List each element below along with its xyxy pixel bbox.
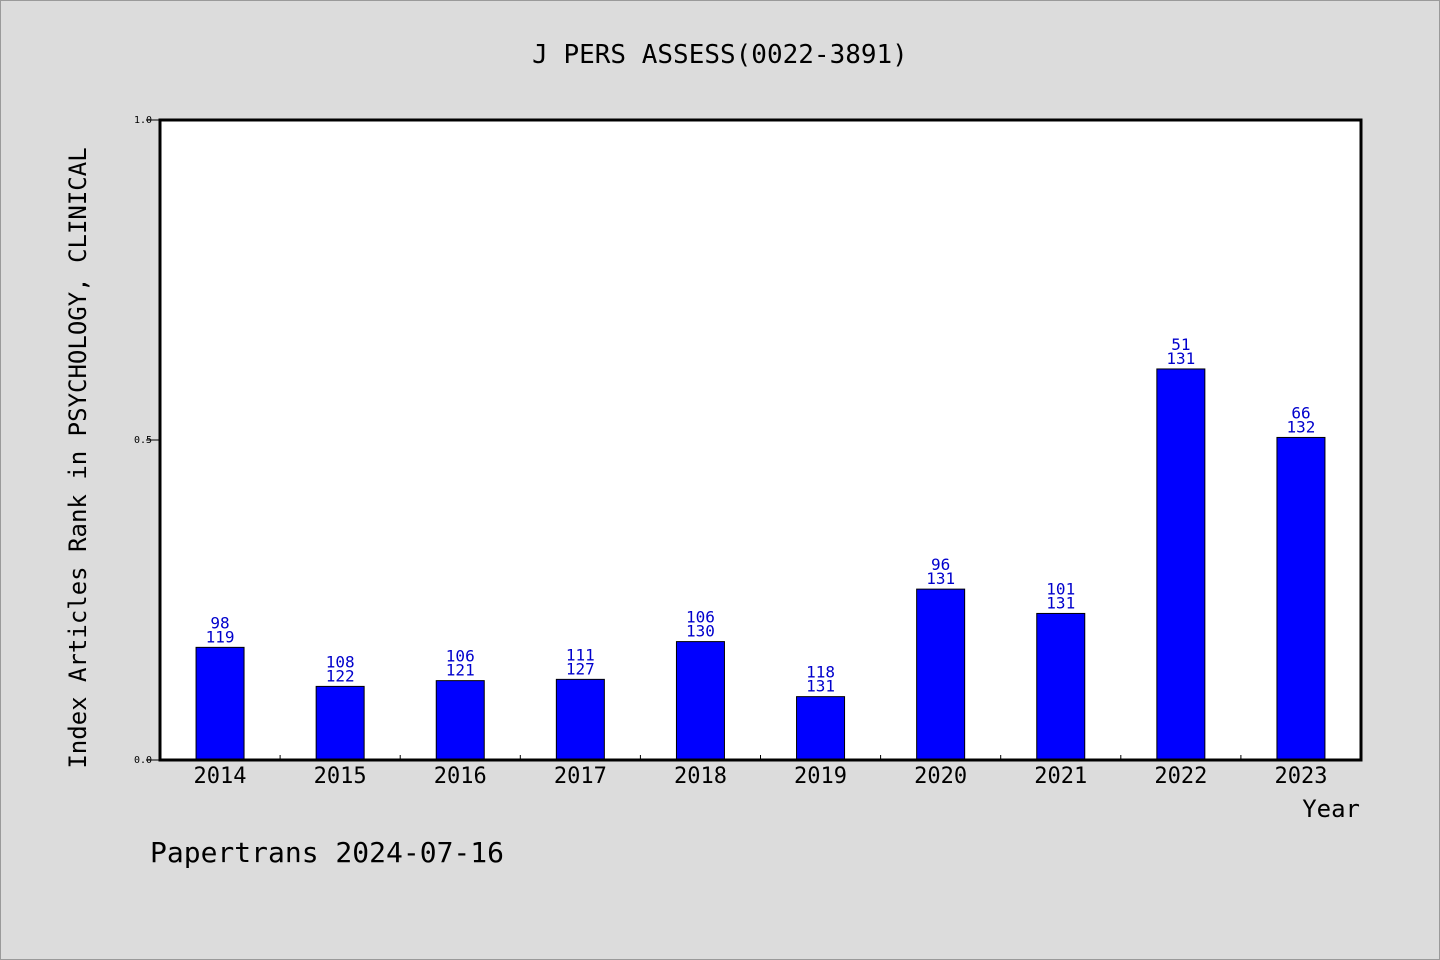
bar-rank-label: 108	[326, 652, 355, 671]
bar-2018	[675, 641, 725, 761]
y-axis-label: Index Articles Rank in PSYCHOLOGY, CLINI…	[64, 147, 92, 768]
bar-2017	[555, 678, 605, 761]
footer-text: Papertrans 2024-07-16	[150, 836, 504, 869]
bar-total-label: 127	[566, 659, 595, 678]
bar-2016	[435, 680, 485, 761]
bar-total-label: 131	[1046, 593, 1075, 612]
bar-2021	[1036, 612, 1086, 761]
x-tick-label: 2022	[1154, 764, 1207, 789]
x-tick-label: 2018	[674, 764, 727, 789]
plot-border	[158, 118, 1363, 762]
x-tick-label: 2016	[434, 764, 487, 789]
bar-2019	[796, 696, 846, 761]
bar-total-label: 119	[206, 627, 235, 646]
x-tick-label: 2019	[794, 764, 847, 789]
bar-total-label: 132	[1286, 417, 1315, 436]
bar-rank-label: 106	[446, 647, 475, 666]
bars	[195, 368, 1326, 761]
bar-rank-label: 118	[806, 663, 835, 682]
chart-title: J PERS ASSESS(0022-3891)	[532, 40, 908, 70]
x-ticks: 2014 2015 2016 2017 2018 2019 2020 2021 2022 2023	[194, 755, 1327, 789]
y-tick-label: 1.0	[134, 115, 152, 126]
bar-total-label: 131	[806, 677, 835, 696]
bar-total-label: 131	[926, 569, 955, 588]
x-tick-label: 2023	[1274, 764, 1327, 789]
x-tick-label: 2021	[1034, 764, 1087, 789]
x-tick-label: 2014	[194, 764, 247, 789]
bar-rank-label: 101	[1046, 579, 1075, 598]
bar-rank-label: 96	[931, 555, 950, 574]
bar-rank-label: 98	[210, 613, 229, 632]
bar-2020	[916, 588, 966, 761]
bar-2023	[1276, 436, 1326, 761]
bar-rank-label: 111	[566, 645, 595, 664]
bar-rank-label: 51	[1171, 335, 1190, 354]
bar-rank-label: 106	[686, 608, 715, 627]
bar-rank-label: 66	[1291, 403, 1310, 422]
bar-2015	[315, 685, 365, 761]
bar-2022	[1156, 368, 1206, 761]
bar-total-label: 130	[686, 622, 715, 641]
x-tick-label: 2017	[554, 764, 607, 789]
bar-total-label: 122	[326, 666, 355, 685]
y-tick-label: 0.5	[134, 435, 152, 446]
bar-labels: 9811910812210612111112710613011813196131…	[206, 335, 1316, 696]
x-axis-label: Year	[1302, 795, 1360, 823]
bar-2014	[195, 646, 245, 761]
x-tick-label: 2015	[314, 764, 367, 789]
bar-total-label: 131	[1166, 349, 1195, 368]
bar-total-label: 121	[446, 661, 475, 680]
y-ticks: 0.0 0.5 1.0	[134, 115, 160, 766]
y-tick-label: 0.0	[134, 755, 152, 766]
x-tick-label: 2020	[914, 764, 967, 789]
